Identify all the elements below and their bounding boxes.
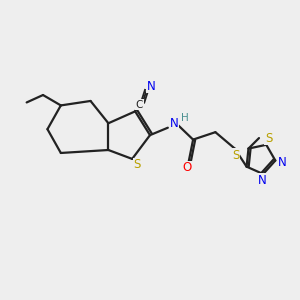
Text: O: O — [182, 161, 192, 174]
Text: S: S — [265, 132, 272, 145]
Text: N: N — [147, 80, 155, 93]
Text: S: S — [134, 158, 141, 171]
Text: S: S — [232, 148, 240, 162]
Text: N: N — [258, 174, 266, 187]
Text: N: N — [170, 117, 179, 130]
Text: C: C — [136, 100, 143, 110]
Text: H: H — [181, 113, 189, 123]
Text: N: N — [278, 156, 286, 170]
